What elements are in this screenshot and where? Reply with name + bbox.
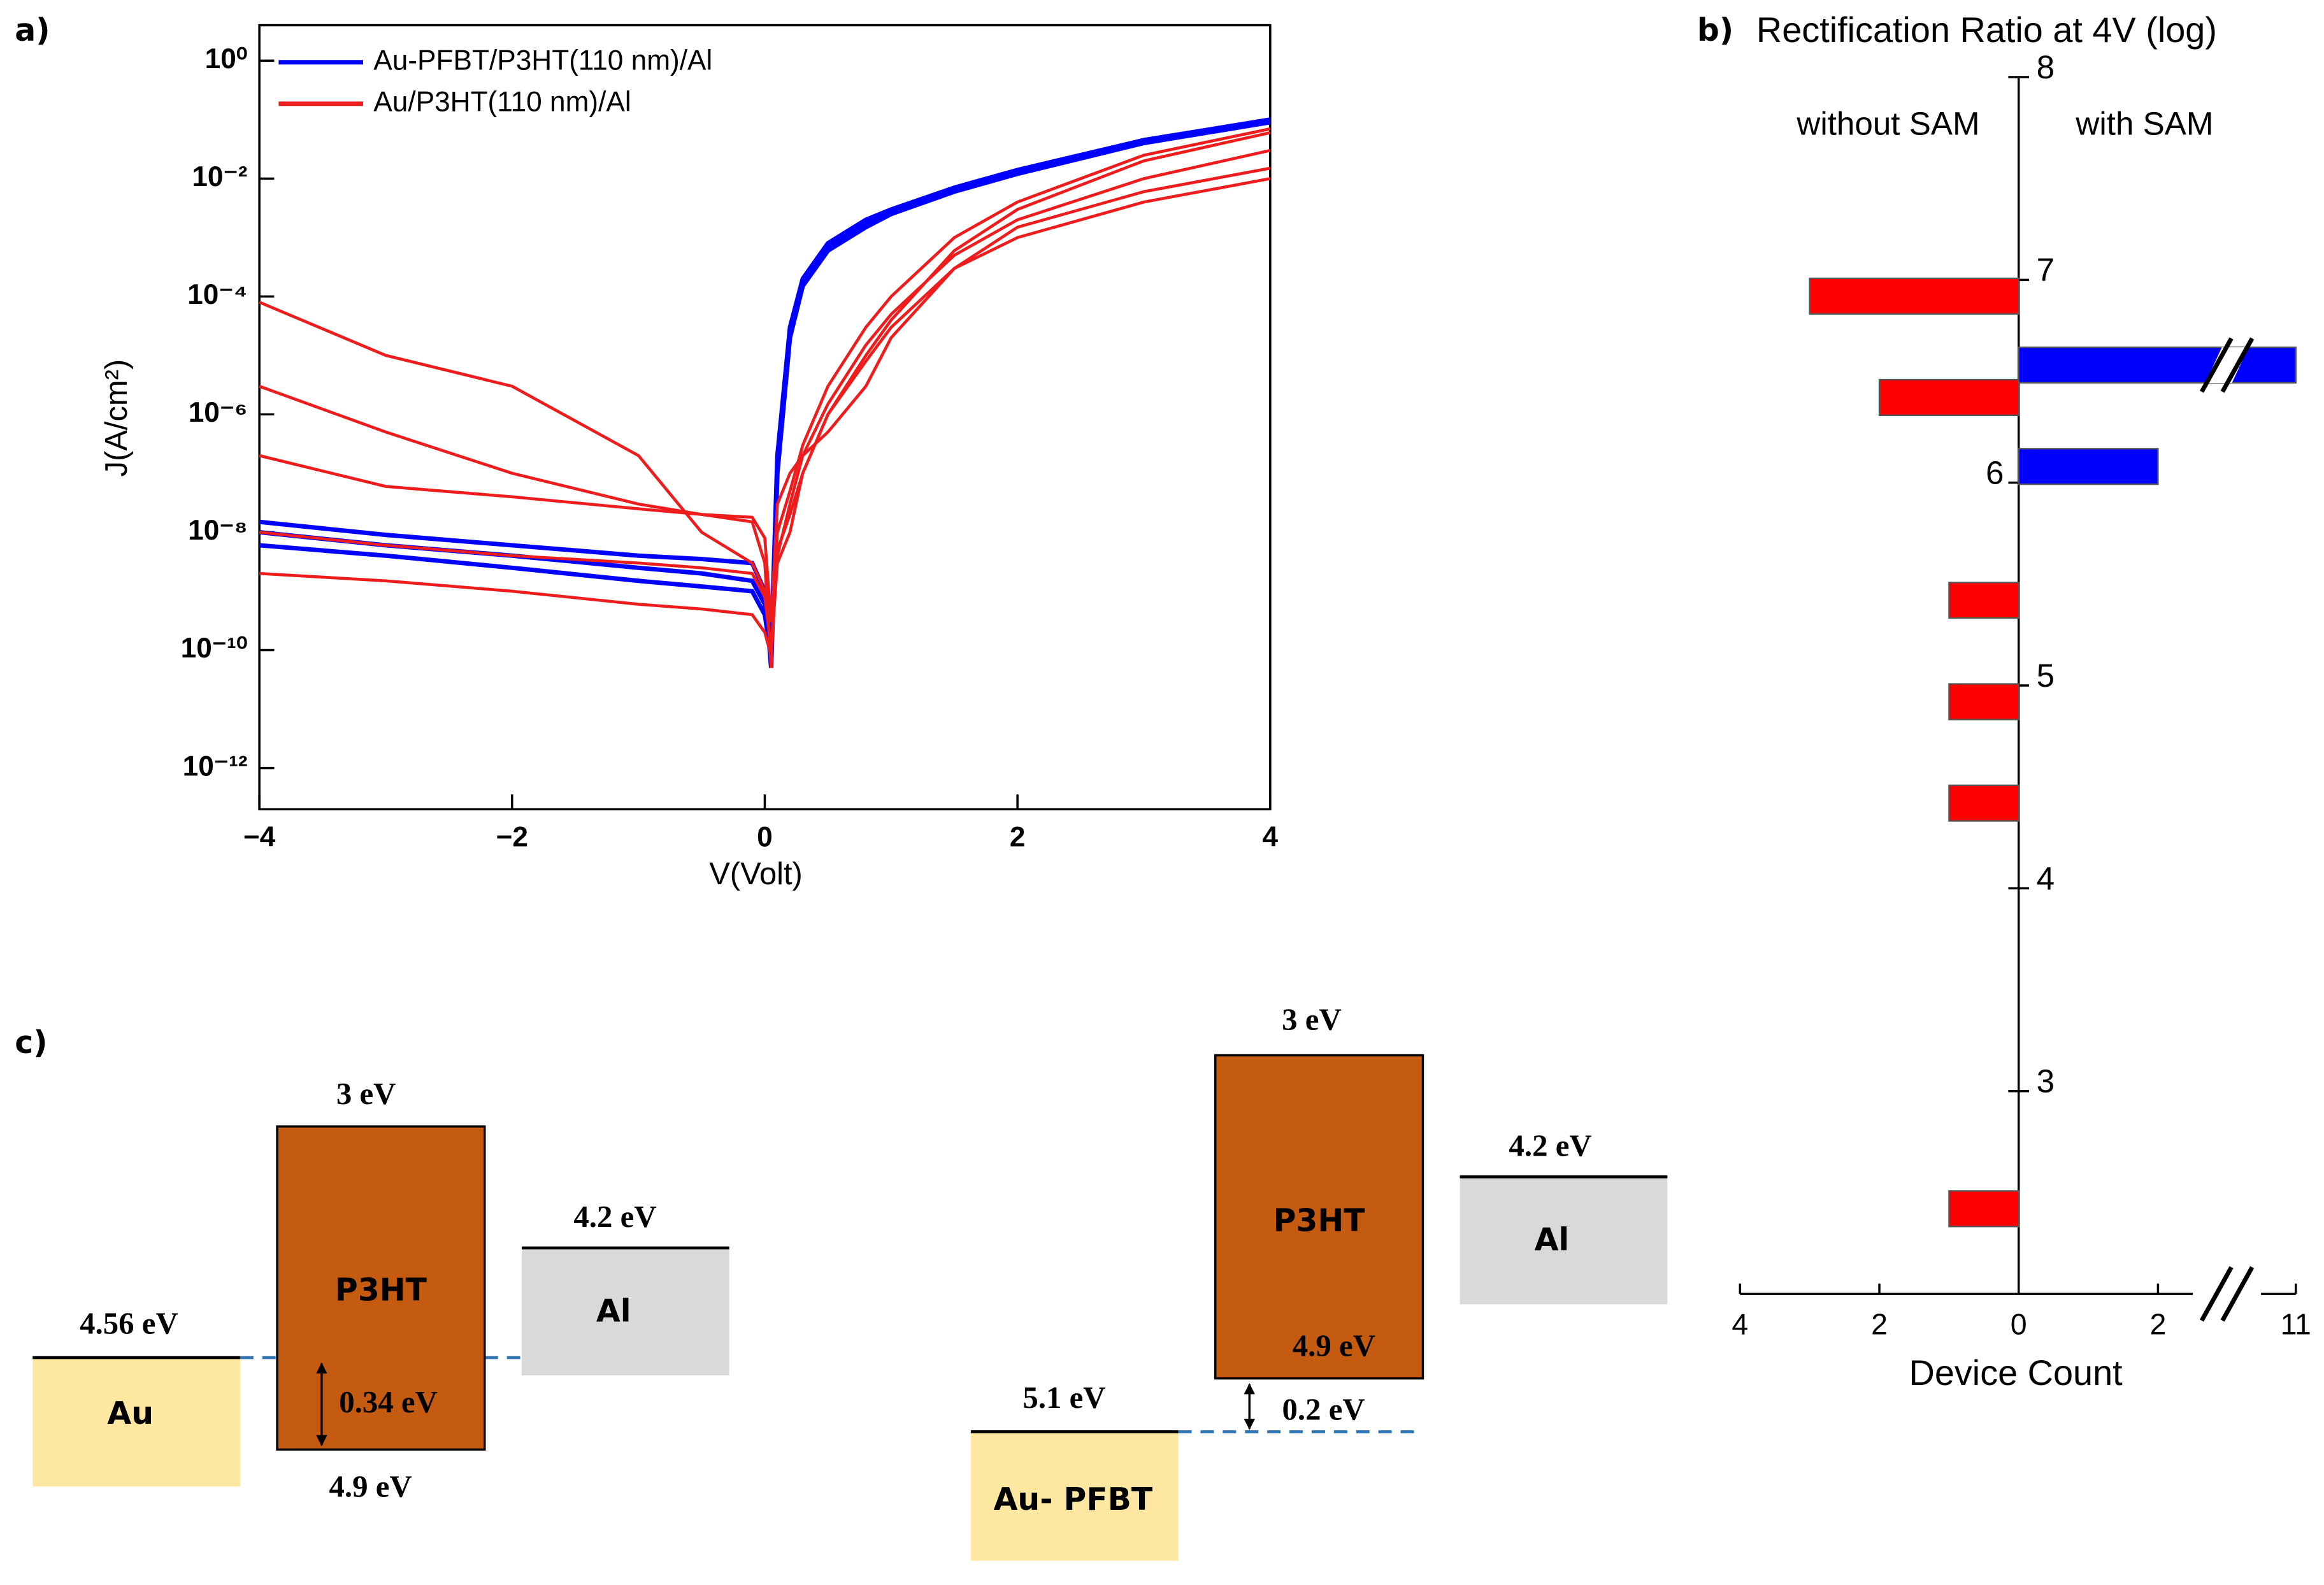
energy-label: 4.9 eV <box>1293 1328 1375 1363</box>
bar <box>1948 1190 2019 1228</box>
x-axis-label: Device Count <box>1909 1352 2123 1393</box>
y-tick-label: 10⁰ <box>205 43 248 75</box>
panel-label: b) <box>1697 12 1733 48</box>
y-tick-label: 6 <box>1986 455 2004 491</box>
bar <box>2018 448 2159 485</box>
block-label: Al <box>596 1293 631 1329</box>
bar <box>1809 277 2019 315</box>
line-series <box>259 166 1271 622</box>
x-tick-label: 4 <box>1263 821 1279 852</box>
y-tick-label: 3 <box>2037 1063 2055 1100</box>
panel-label: a) <box>15 12 50 48</box>
energy-label: 4.56 eV <box>80 1305 178 1340</box>
x-tick-label: 4 <box>1732 1308 1748 1341</box>
y-tick-label: 7 <box>2037 252 2055 288</box>
legend-label: without SAM <box>1796 105 1979 141</box>
axis-break <box>2220 337 2255 393</box>
au-block <box>32 1358 240 1487</box>
bar <box>2018 346 2297 384</box>
energy-label: 4.2 eV <box>1509 1128 1591 1163</box>
p3ht-block <box>1214 1054 1424 1380</box>
legend-label: with SAM <box>2075 105 2213 141</box>
y-tick-label: 10⁻⁸ <box>188 515 247 546</box>
y-tick-label: 10⁻⁶ <box>189 397 248 428</box>
bar-break-gap <box>2205 347 2249 383</box>
block-label: P3HT <box>1273 1202 1366 1238</box>
energy-label: 4.2 eV <box>573 1199 656 1234</box>
energy-label: 4.9 eV <box>329 1468 412 1503</box>
axis-break <box>2220 1266 2255 1322</box>
legend-label: Au/P3HT(110 nm)/Al <box>373 87 631 118</box>
bar <box>1948 582 2019 619</box>
y-tick-label: 10⁻⁴ <box>187 279 247 310</box>
y-tick-label: 4 <box>2037 860 2055 896</box>
x-tick-label: −4 <box>243 821 276 852</box>
line-series <box>259 131 1271 650</box>
x-tick-label: 0 <box>757 821 773 852</box>
axis-break <box>2200 337 2234 393</box>
legend-label: Au-PFBT/P3HT(110 nm)/Al <box>373 45 712 76</box>
x-tick-label: 2 <box>1871 1308 1888 1341</box>
x-tick-label: −2 <box>496 821 528 852</box>
chart-title: Rectification Ratio at 4V (log) <box>1756 10 2217 50</box>
al-block <box>1460 1177 1668 1305</box>
energy-diagram: c) 3 eV 4.2 eV 4.56 eV P3HT Al Au 0.34 e… <box>15 1002 1668 1561</box>
gap-label: 0.34 eV <box>339 1384 438 1419</box>
x-tick-label: 11 <box>2281 1308 2311 1341</box>
x-axis-label: V(Volt) <box>709 857 803 891</box>
block-label: Au <box>107 1395 154 1431</box>
energy-label: 5.1 eV <box>1022 1380 1105 1415</box>
y-tick-label: 5 <box>2037 657 2055 694</box>
energy-label: 3 eV <box>336 1076 396 1111</box>
y-axis-label: J(A/cm²) <box>99 359 134 477</box>
bar <box>1948 784 2019 822</box>
bar <box>1948 683 2019 721</box>
y-tick-label: 8 <box>2037 49 2055 85</box>
x-tick-label: 2 <box>2149 1308 2166 1341</box>
block-label: Au- PFBT <box>994 1481 1153 1517</box>
al-block <box>521 1247 729 1376</box>
x-tick-label: 2 <box>1010 821 1026 852</box>
line-series <box>259 148 1271 657</box>
au-block <box>970 1431 1179 1561</box>
line-series <box>259 118 1271 657</box>
y-tick-label: 10⁻² <box>192 161 247 192</box>
block-label: P3HT <box>335 1272 427 1309</box>
x-tick-label: 0 <box>2011 1308 2027 1341</box>
line-series <box>259 127 1271 668</box>
y-tick-label: 10⁻¹⁰ <box>181 633 248 664</box>
axis-break <box>2200 1266 2234 1322</box>
bar <box>1878 378 2019 417</box>
y-tick-label: 10⁻¹² <box>183 750 248 782</box>
gap-label: 0.2 eV <box>1282 1391 1365 1426</box>
block-label: Al <box>1535 1222 1570 1258</box>
energy-label: 3 eV <box>1282 1002 1342 1037</box>
panel-label: c) <box>15 1024 47 1061</box>
plot-frame <box>258 24 1272 811</box>
p3ht-block <box>276 1125 486 1451</box>
